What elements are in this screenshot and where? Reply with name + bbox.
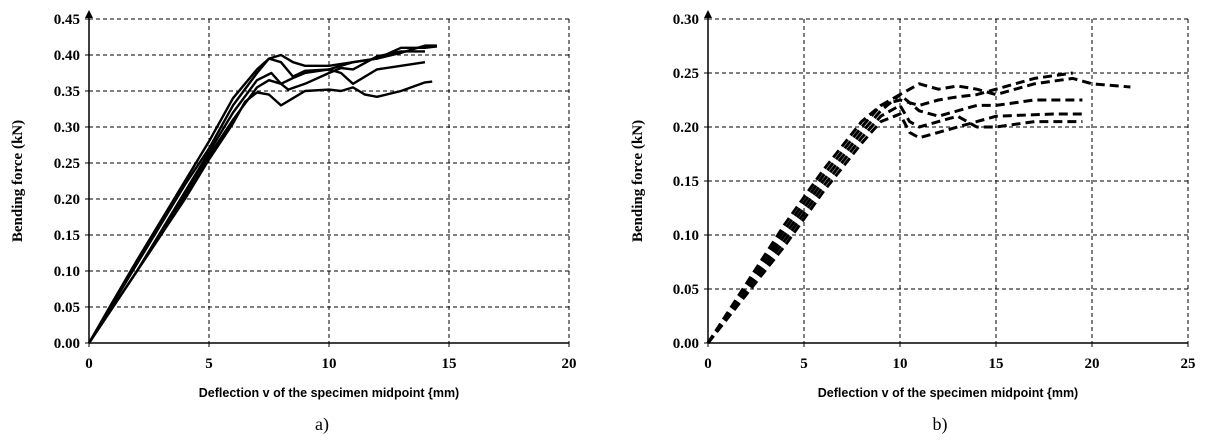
y-axis-arrow <box>704 10 712 18</box>
y-tick-label: 0.00 <box>54 336 80 352</box>
x-tick-label: 20 <box>562 356 577 372</box>
chart-panel-2: 0.00 0.05 0.10 0.15 0.20 0.25 0.30 0 5 10 15 20 25 De… <box>630 10 1196 435</box>
series-line-1 <box>706 112 1083 344</box>
x-tick-label: 10 <box>893 356 908 372</box>
y-tick-label: 0.40 <box>54 48 80 64</box>
y-axis-label: Bending force (kN) <box>630 120 646 242</box>
x-axis-label: Deflection v of the specimen midpoint {m… <box>818 386 1078 400</box>
series-line-3 <box>88 61 426 344</box>
y-tick-label: 0.05 <box>54 300 80 316</box>
series-line-5 <box>706 71 1074 344</box>
x-tick-label: 0 <box>85 356 93 372</box>
y-tick-label: 0.05 <box>673 282 699 298</box>
x-tick-label: 15 <box>989 356 1004 372</box>
y-tick-label: 0.45 <box>54 12 80 28</box>
series-line-5 <box>87 45 438 344</box>
series-line-4 <box>706 93 1083 344</box>
x-tick-label: 15 <box>442 356 457 372</box>
y-tick-label: 0.15 <box>54 228 80 244</box>
y-axis-label: Bending force (kN) <box>10 120 26 242</box>
series-line-2 <box>88 50 425 344</box>
x-tick-label: 5 <box>800 356 808 372</box>
y-tick-label: 0.00 <box>673 336 699 352</box>
series-line-1 <box>87 44 437 344</box>
y-axis-arrow <box>85 10 93 18</box>
panel-caption: b) <box>933 414 948 435</box>
x-tick-label: 5 <box>205 356 213 372</box>
y-tick-label: 0.30 <box>673 12 699 28</box>
x-tick-label: 0 <box>704 356 712 372</box>
y-tick-label: 0.35 <box>54 84 80 100</box>
series-line-2 <box>706 103 1083 344</box>
y-tick-label: 0.30 <box>54 120 80 136</box>
series-line-4 <box>88 80 433 344</box>
y-tick-label: 0.15 <box>673 174 699 190</box>
x-tick-label: 20 <box>1085 356 1100 372</box>
y-tick-label: 0.10 <box>673 228 699 244</box>
chart-panel-1: 0.00 0.05 0.10 0.15 0.20 0.25 0.30 0.35 0.40 0.45… <box>10 10 577 435</box>
x-axis-label: Deflection v of the specimen midpoint {m… <box>199 386 459 400</box>
x-tick-label: 25 <box>1181 356 1196 372</box>
y-tick-label: 0.25 <box>54 156 80 172</box>
y-tick-label: 0.25 <box>673 66 699 82</box>
x-tick-label: 10 <box>322 356 337 372</box>
y-tick-label: 0.20 <box>673 120 699 136</box>
panel-caption: a) <box>315 414 329 435</box>
series-line-3 <box>706 76 1131 344</box>
y-tick-label: 0.20 <box>54 192 80 208</box>
y-tick-label: 0.10 <box>54 264 80 280</box>
